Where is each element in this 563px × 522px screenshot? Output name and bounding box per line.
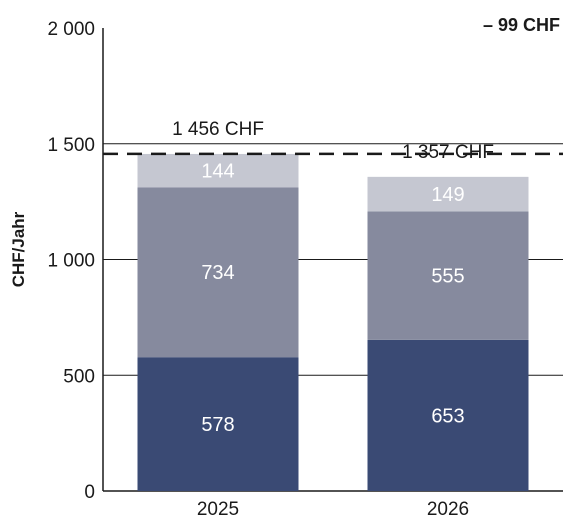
- bar-segment: [137, 153, 299, 188]
- x-tick-label: 2025: [197, 499, 239, 520]
- y-tick-label: 2 000: [47, 19, 95, 40]
- segment-value-label: 734: [201, 262, 234, 284]
- segment-value-label: 653: [431, 405, 464, 427]
- segment-value-label: 149: [431, 184, 464, 206]
- x-tick-labels: 2025 2026: [197, 499, 469, 520]
- difference-annotation: – 99 CHF: [483, 15, 560, 35]
- x-tick-label: 2026: [427, 499, 469, 520]
- bar-segment: [137, 357, 299, 491]
- y-tick-label: 1 000: [47, 251, 95, 272]
- bars: 578 734 144 1 456 CHF 653 555 149 1 357 CHF: [137, 119, 529, 491]
- bar-segment: [367, 211, 529, 340]
- y-tick-label: 500: [63, 366, 95, 387]
- bar-total-label: 1 357 CHF: [402, 142, 494, 163]
- segment-value-label: 144: [201, 161, 234, 183]
- bar-segment: [137, 187, 299, 358]
- bar-segment: [367, 339, 529, 491]
- segment-value-label: 578: [201, 414, 234, 436]
- y-tick-label: 1 500: [47, 135, 95, 156]
- bar-total-label: 1 456 CHF: [172, 119, 264, 140]
- y-axis-label: CHF/Jahr: [9, 211, 28, 287]
- segment-value-label: 555: [431, 266, 464, 288]
- y-tick-labels: 0 500 1 000 1 500 2 000: [47, 19, 95, 503]
- y-tick-label: 0: [84, 482, 95, 503]
- bar-segment: [367, 176, 529, 212]
